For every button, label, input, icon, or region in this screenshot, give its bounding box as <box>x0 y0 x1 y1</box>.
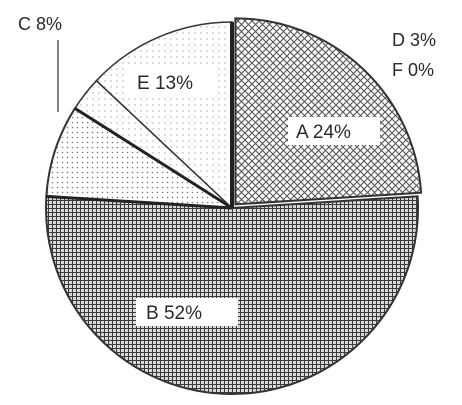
slice-label-a-text: A 24% <box>296 122 351 143</box>
slice-label-c-text: C 8% <box>18 14 62 34</box>
slice-label-e-text: E 13% <box>137 73 193 94</box>
pie-slice-c <box>45 106 233 209</box>
slice-label-f-text: F 0% <box>392 60 434 80</box>
slice-label-e: E 13% <box>128 68 218 96</box>
slice-divider-c <box>74 107 233 210</box>
slice-label-b-text: B 52% <box>146 303 202 324</box>
slice-label-a: A 24% <box>288 117 380 145</box>
slice-label-b: B 52% <box>136 298 238 326</box>
pie-slice-a <box>234 17 423 206</box>
slices-layer <box>45 17 423 395</box>
slice-label-d-text: D 3% <box>392 30 436 50</box>
slice-divider-b <box>46 194 233 210</box>
pie-slice-b <box>45 195 419 395</box>
